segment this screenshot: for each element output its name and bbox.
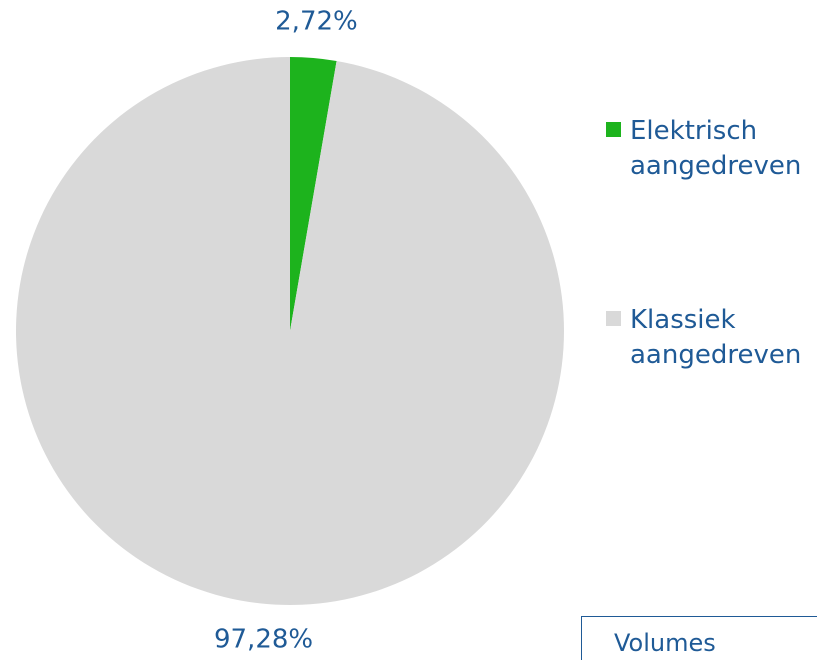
- legend-item: Elektrisch aangedreven: [606, 114, 817, 184]
- pie-slice: [15, 57, 565, 605]
- legend-swatch: [606, 311, 621, 326]
- data-label: 2,72%: [275, 7, 358, 37]
- legend-item: Klassiek aangedreven: [606, 303, 817, 373]
- pie-slice: [290, 57, 337, 331]
- data-label: 97,28%: [214, 624, 313, 654]
- legend-label: Klassiek aangedreven: [630, 305, 802, 370]
- legend-label: Elektrisch aangedreven: [630, 116, 802, 181]
- legend-swatch: [606, 122, 621, 137]
- annotation-box: Volumes: [581, 616, 817, 660]
